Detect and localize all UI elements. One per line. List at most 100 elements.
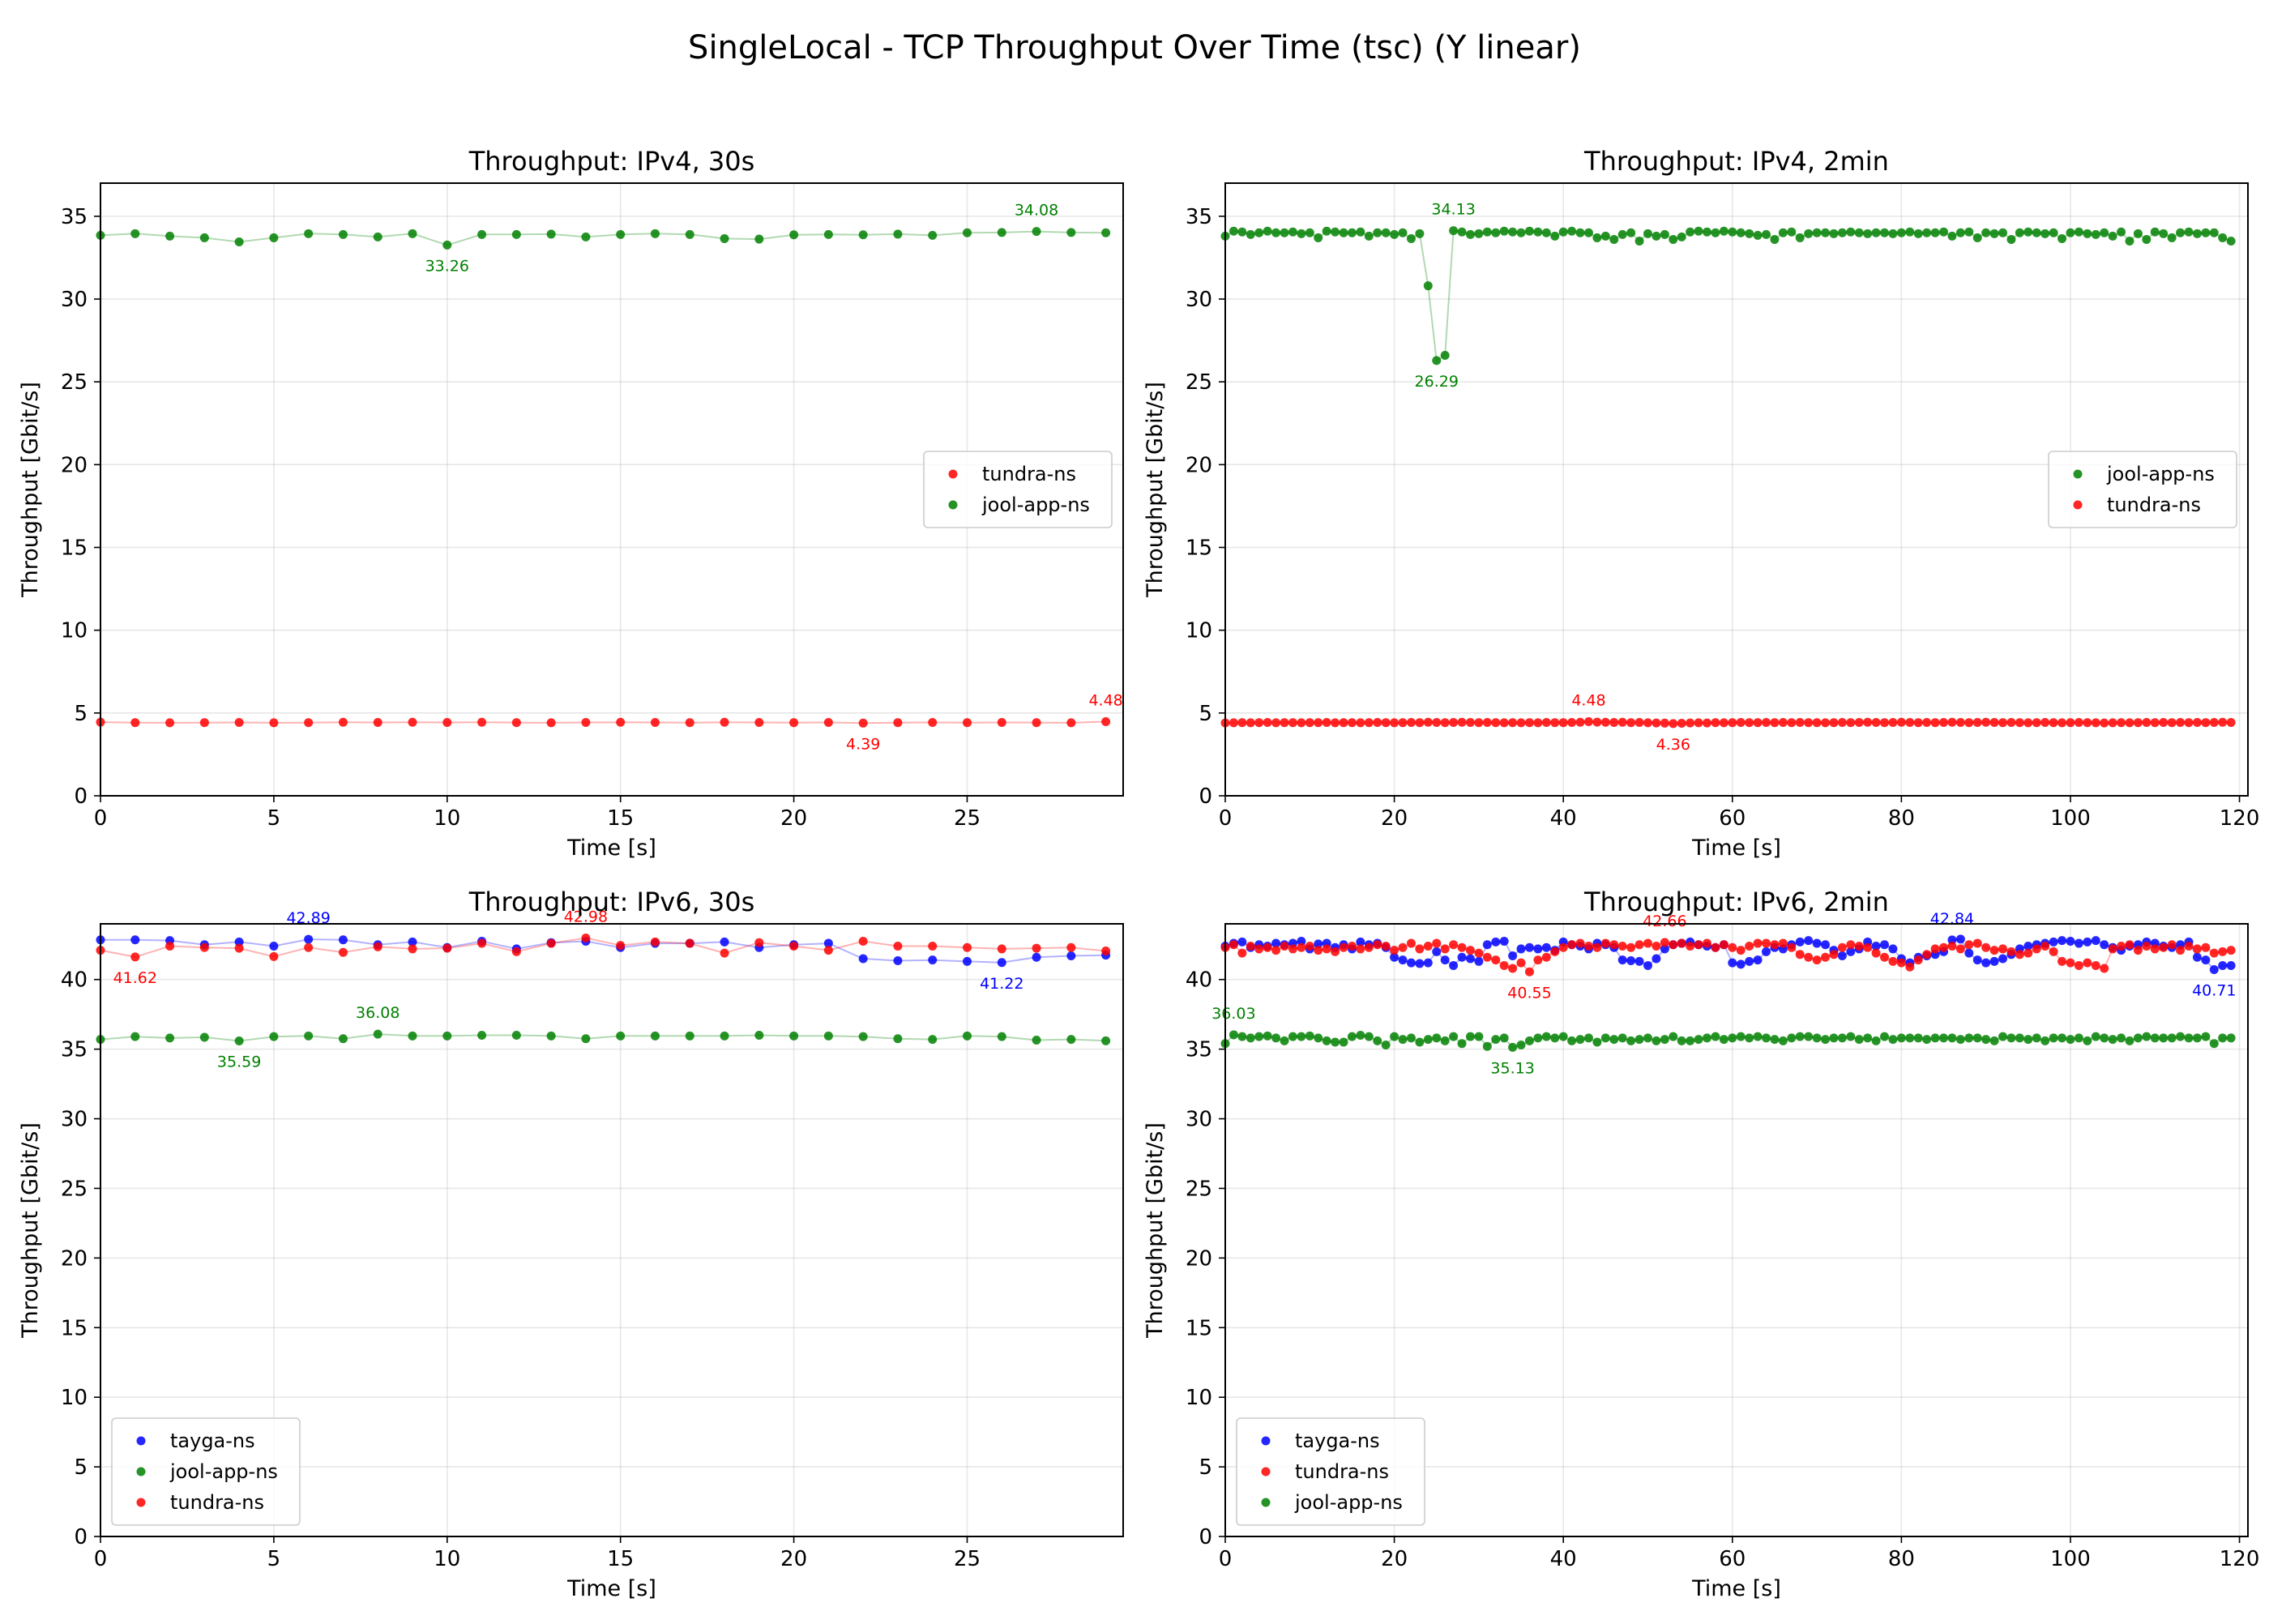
data-point: [1339, 1037, 1348, 1047]
data-point: [1583, 228, 1593, 237]
data-point: [1314, 718, 1323, 728]
data-point: [962, 718, 972, 728]
data-point: [2023, 227, 2033, 237]
data-point: [1787, 942, 1797, 952]
data-point: [1617, 717, 1627, 727]
data-point: [1626, 228, 1636, 237]
data-point: [269, 951, 279, 961]
y-tick-label: 20: [1186, 1246, 1212, 1271]
data-point: [1626, 956, 1636, 966]
data-point: [2167, 940, 2177, 950]
data-point: [1669, 719, 1678, 729]
legend: jool-app-ns tundra-ns: [2048, 451, 2237, 528]
data-point: [1101, 1036, 1111, 1045]
data-point: [1331, 947, 1340, 956]
data-point: [2040, 229, 2050, 238]
data-point: [1499, 936, 1509, 946]
data-point: [1821, 718, 1831, 728]
data-point: [685, 938, 694, 948]
series-line-tundra-ns: [100, 937, 1106, 958]
data-point: [408, 937, 417, 947]
data-point: [2117, 1033, 2126, 1043]
data-point: [1846, 1032, 1856, 1041]
data-point: [1762, 947, 1771, 956]
data-point: [1702, 938, 1711, 948]
data-point: [2091, 1032, 2100, 1041]
data-point: [130, 718, 140, 728]
legend-entry-jool-app-ns: jool-app-ns: [1294, 1491, 1403, 1514]
data-point: [1989, 956, 1999, 966]
data-point: [1423, 717, 1433, 727]
data-point: [1719, 940, 1728, 950]
data-point: [1922, 228, 1932, 237]
data-point: [1617, 229, 1627, 239]
legend-entry-tayga-ns: tayga-ns: [170, 1430, 255, 1452]
data-point: [2150, 1033, 2160, 1043]
data-point: [1728, 718, 1737, 728]
data-point: [2057, 718, 2067, 728]
y-tick-label: 0: [1199, 1525, 1212, 1549]
data-point: [1032, 227, 1041, 237]
y-tick-label: 0: [74, 1525, 88, 1549]
data-point: [1669, 1032, 1678, 1041]
data-point: [1753, 955, 1763, 965]
data-point: [1474, 948, 1484, 958]
data-point: [1575, 1035, 1585, 1045]
y-tick-label: 20: [61, 453, 88, 477]
x-tick-label: 0: [1219, 1547, 1233, 1571]
data-point: [1339, 942, 1348, 952]
data-point: [1381, 718, 1391, 728]
y-tick-label: 10: [1186, 1386, 1212, 1410]
data-point: [1736, 717, 1746, 727]
data-point: [165, 1033, 175, 1043]
data-point: [1812, 955, 1822, 965]
data-point: [1778, 938, 1788, 948]
data-point: [1322, 944, 1331, 954]
data-point: [1482, 717, 1492, 727]
data-point: [1246, 1033, 1255, 1043]
data-point: [1491, 955, 1501, 965]
data-point: [1787, 718, 1797, 728]
data-point: [1271, 1033, 1281, 1043]
y-tick-label: 35: [1186, 205, 1212, 229]
data-point: [1347, 1032, 1357, 1041]
data-point: [1804, 1032, 1814, 1041]
legend-marker: [136, 1498, 146, 1507]
data-point: [1745, 956, 1754, 966]
data-point: [1508, 951, 1518, 961]
x-tick-label: 60: [1719, 806, 1746, 831]
data-point: [165, 231, 175, 241]
data-point: [1406, 958, 1416, 968]
data-point: [1592, 717, 1602, 727]
y-tick-label: 0: [1199, 784, 1212, 809]
y-tick-label: 15: [61, 536, 88, 561]
data-point: [2125, 1036, 2134, 1045]
data-point: [1787, 227, 1797, 237]
data-point: [2226, 946, 2236, 955]
data-point: [997, 228, 1006, 237]
data-point: [1930, 944, 1940, 954]
data-point: [893, 718, 903, 728]
data-point: [1398, 1035, 1408, 1045]
data-point: [1947, 231, 1957, 241]
data-point: [1457, 717, 1467, 727]
data-point: [1254, 228, 1264, 237]
data-point: [1804, 718, 1814, 728]
data-point: [2100, 1033, 2109, 1043]
data-point: [1736, 1032, 1746, 1041]
data-point: [1440, 955, 1450, 965]
data-point: [130, 229, 140, 238]
data-point: [1787, 1033, 1797, 1043]
legend-entry-jool-app-ns: jool-app-ns: [2106, 463, 2215, 485]
data-point: [2049, 937, 2058, 947]
data-point: [581, 232, 591, 241]
data-point: [477, 717, 487, 727]
data-point: [1634, 956, 1644, 966]
data-point: [269, 941, 279, 951]
data-point: [1474, 229, 1484, 238]
data-point: [928, 717, 938, 727]
data-label: 4.39: [846, 735, 880, 753]
data-point: [928, 230, 938, 240]
data-point: [1795, 950, 1805, 959]
data-point: [1457, 952, 1467, 962]
